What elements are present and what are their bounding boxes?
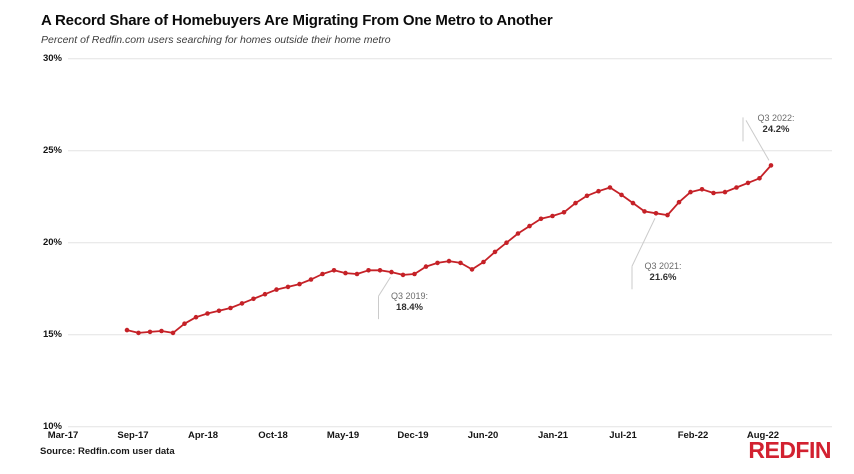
data-point — [343, 270, 348, 276]
annotation-value: 18.4% — [396, 302, 423, 314]
data-point — [745, 180, 751, 186]
data-point — [366, 268, 371, 273]
data-point — [216, 308, 222, 314]
chart-title: A Record Share of Homebuyers Are Migrati… — [41, 12, 553, 29]
data-point — [642, 209, 647, 214]
migration-line — [126, 164, 772, 334]
data-point — [504, 240, 509, 245]
data-point — [389, 269, 394, 275]
data-point — [711, 190, 716, 196]
data-point — [757, 176, 762, 181]
data-point — [584, 193, 590, 199]
data-point — [561, 210, 567, 215]
data-point — [469, 267, 475, 272]
x-axis-tick-label: Feb-22 — [677, 430, 709, 441]
data-point — [147, 329, 153, 335]
y-axis-tick-label: 30% — [42, 53, 62, 65]
data-point — [285, 284, 291, 290]
data-point — [573, 200, 578, 206]
data-point — [550, 213, 555, 219]
data-point — [159, 328, 164, 334]
data-point — [297, 281, 302, 287]
annotation-quarter: Q3 2021: — [644, 261, 682, 272]
annotation-leader — [745, 120, 770, 161]
x-axis-tick-label: Apr-18 — [187, 430, 219, 441]
chart-subtitle: Percent of Redfin.com users searching fo… — [41, 34, 391, 46]
data-point — [768, 163, 774, 168]
data-point — [699, 187, 705, 192]
data-point — [308, 277, 314, 282]
data-point — [688, 189, 693, 195]
data-point — [619, 192, 624, 198]
data-point — [676, 199, 682, 205]
data-point — [734, 185, 739, 190]
data-point — [630, 200, 636, 206]
x-axis-tick-label: Jan-21 — [537, 430, 569, 441]
data-point — [515, 231, 521, 236]
x-axis-tick-label: Mar-17 — [47, 430, 79, 441]
annotation-q3-2019: Q3 2019: 18.4% — [382, 291, 438, 313]
data-point — [377, 268, 383, 273]
y-axis-tick-label: 25% — [42, 145, 62, 157]
annotation-quarter: Q3 2022: — [757, 113, 795, 124]
y-axis-tick-label: 20% — [42, 237, 62, 249]
x-axis-tick-label: May-19 — [326, 430, 360, 441]
data-point — [228, 305, 233, 311]
data-point — [205, 311, 210, 316]
data-point — [320, 271, 325, 277]
annotation-q3-2021: Q3 2021: 21.6% — [635, 261, 691, 283]
y-axis-tick-label: 10% — [42, 421, 62, 433]
data-point — [492, 249, 498, 255]
data-point — [274, 287, 279, 292]
annotation-leader — [378, 276, 391, 297]
data-point — [354, 271, 360, 277]
data-point — [124, 327, 130, 333]
data-point — [481, 259, 486, 265]
data-point — [607, 185, 613, 190]
data-point — [400, 272, 406, 278]
data-point — [262, 291, 268, 297]
data-point — [458, 260, 463, 266]
x-axis-tick-label: Jul-21 — [609, 430, 637, 441]
annotation-value: 21.6% — [649, 272, 677, 284]
data-point — [412, 271, 417, 277]
y-axis-tick-label: 15% — [42, 329, 62, 341]
data-point — [423, 264, 429, 269]
annotation-quarter: Q3 2019: — [390, 291, 429, 302]
data-point — [596, 188, 601, 194]
data-point — [251, 296, 256, 302]
data-point — [182, 321, 187, 327]
data-point — [722, 189, 728, 195]
redfin-logo: REDFIN — [748, 437, 831, 463]
data-point — [136, 330, 141, 336]
annotation-value: 24.2% — [762, 124, 790, 136]
data-point — [435, 260, 440, 266]
x-axis-tick-label: Sep-17 — [117, 430, 149, 441]
data-point — [170, 330, 176, 336]
data-point — [193, 314, 199, 320]
data-point — [538, 216, 544, 222]
data-point — [653, 211, 659, 216]
data-point — [331, 268, 337, 273]
annotation-q3-2022: Q3 2022: 24.2% — [748, 113, 804, 135]
x-axis-tick-label: Oct-18 — [258, 430, 288, 441]
x-axis-tick-label: Aug-22 — [746, 430, 780, 441]
data-point — [527, 223, 532, 229]
data-point — [446, 258, 452, 264]
source-note: Source: Redfin.com user data — [40, 446, 175, 457]
data-point — [665, 212, 670, 218]
data-point — [239, 301, 245, 306]
annotation-leader — [631, 218, 656, 267]
x-axis-tick-label: Jun-20 — [467, 430, 499, 441]
x-axis-tick-label: Dec-19 — [397, 430, 429, 441]
